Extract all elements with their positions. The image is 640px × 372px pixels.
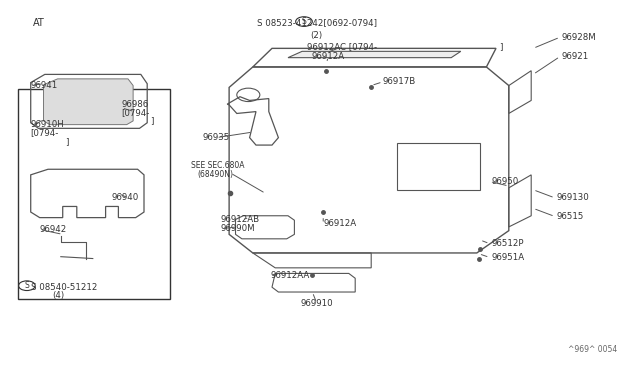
Text: 96912AC [0794-: 96912AC [0794- [307, 42, 378, 51]
Text: 96912AB: 96912AB [221, 215, 260, 224]
Text: (2): (2) [311, 31, 323, 40]
Text: 96940: 96940 [112, 193, 140, 202]
Text: [0794-: [0794- [122, 108, 150, 117]
Text: SEE SEC.680A: SEE SEC.680A [191, 161, 244, 170]
Text: 96917B: 96917B [383, 77, 416, 86]
Text: ]: ] [499, 42, 502, 51]
Text: 969910: 969910 [301, 299, 333, 308]
Text: S: S [24, 281, 29, 290]
Text: 96986: 96986 [122, 100, 149, 109]
Text: 96928M: 96928M [562, 33, 596, 42]
Text: 96921: 96921 [562, 52, 589, 61]
Text: S 08523-41242[0692-0794]: S 08523-41242[0692-0794] [257, 19, 377, 28]
Text: (4): (4) [52, 291, 65, 300]
Text: 96990M: 96990M [221, 224, 255, 233]
Text: S: S [301, 17, 307, 26]
Text: 96951A: 96951A [492, 253, 525, 262]
Polygon shape [44, 79, 133, 125]
Text: 96910H: 96910H [31, 120, 65, 129]
Text: 96950: 96950 [492, 177, 519, 186]
Bar [18, 89, 170, 299]
Text: 96912AA: 96912AA [270, 271, 309, 280]
Text: 96515: 96515 [557, 212, 584, 221]
Text: ]: ] [65, 137, 68, 146]
Text: ]: ] [150, 116, 154, 125]
Text: 96912A: 96912A [323, 219, 356, 228]
Text: 96942: 96942 [40, 225, 67, 234]
Text: [0794-: [0794- [31, 128, 59, 137]
Text: S 08540-51212: S 08540-51212 [31, 283, 97, 292]
Text: AT: AT [33, 18, 45, 28]
Text: ^969^ 0054: ^969^ 0054 [568, 345, 618, 354]
Polygon shape [288, 51, 461, 58]
Text: 96512P: 96512P [492, 239, 524, 248]
Text: 969130: 969130 [557, 193, 589, 202]
Text: 96935: 96935 [203, 133, 230, 142]
Text: 96912A: 96912A [312, 52, 345, 61]
Text: 96941: 96941 [31, 81, 58, 90]
Text: (68490N): (68490N) [197, 170, 233, 179]
